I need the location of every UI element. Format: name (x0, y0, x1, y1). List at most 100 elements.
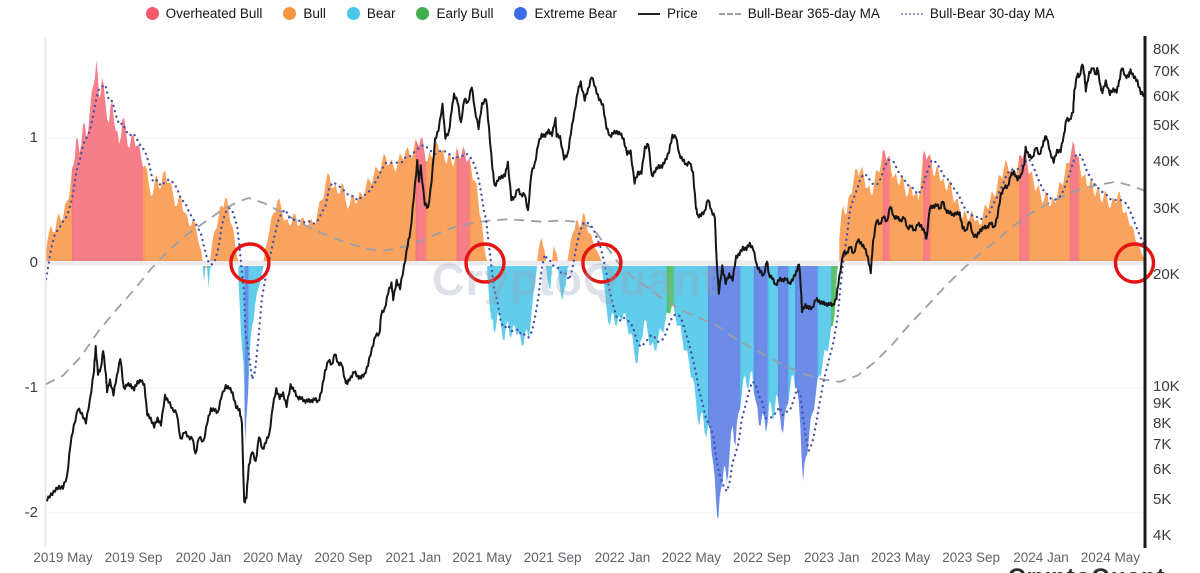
oscillator-area-b (546, 266, 554, 291)
oscillator-area-b (202, 266, 207, 282)
y-right-tick-30K: 30K (1153, 200, 1180, 218)
x-tick-2022-Jan: 2022 Jan (594, 550, 651, 565)
x-tick-2024-May: 2024 May (1080, 550, 1141, 565)
oscillator-area-b (558, 266, 570, 301)
legend-label: Bull-Bear 30-day MA (929, 6, 1055, 21)
oscillator-area-B (143, 165, 204, 261)
x-tick-2023-Jan: 2023 Jan (804, 550, 860, 565)
oscillator-area-O (456, 146, 472, 261)
oscillator-area-O (1019, 150, 1031, 261)
oscillator-area-B (839, 150, 885, 261)
oscillator-area-E (795, 266, 820, 482)
x-tick-2021-Jan: 2021 Jan (385, 550, 442, 565)
legend-line-icon (718, 12, 741, 15)
x-tick-2021-Sep: 2021 Sep (523, 550, 582, 565)
legend-item-bull[interactable]: Bull (283, 6, 326, 21)
y-left-tick-1: 1 (29, 129, 38, 146)
bottom-logo-text: CryptoQuant (1008, 563, 1200, 573)
oscillator-area-B (469, 158, 489, 261)
legend-label: Early Bull (436, 6, 494, 21)
x-tick-2023-May: 2023 May (870, 550, 931, 565)
oscillator-area-B (263, 139, 418, 261)
y-right-tick-7K: 7K (1153, 436, 1172, 454)
oscillator-area-b (767, 266, 780, 423)
oscillator-area-E (777, 266, 790, 433)
oscillator-area-b (207, 266, 212, 288)
x-tick-2019-Sep: 2019 Sep (104, 550, 163, 565)
oscillator-area-B (1078, 156, 1145, 261)
legend-item-overheated-bull[interactable]: Overheated Bull (145, 6, 263, 21)
y-right-tick-4K: 4K (1153, 526, 1172, 544)
y-right-tick-8K: 8K (1153, 414, 1172, 432)
series-group (31, 60, 1145, 520)
ma365-line (45, 180, 1145, 386)
oscillator-area-B (45, 165, 74, 261)
x-tick-2021-May: 2021 May (452, 550, 512, 565)
legend-label: Overheated Bull (165, 6, 263, 21)
legend-dot-icon (416, 7, 430, 20)
chart-legend: Overheated Bull Bull Bear Early Bull Extreme… (0, 6, 1200, 21)
oscillator-area-B (425, 141, 458, 261)
x-tick-2020-Sep: 2020 Sep (314, 550, 373, 565)
oscillator-area-E (708, 266, 742, 520)
zero-cross-circle (1113, 242, 1156, 284)
y-right-tick-80K: 80K (1153, 41, 1180, 59)
y-right-tick-10K: 10K (1153, 378, 1180, 396)
oscillator-area-b (238, 266, 246, 445)
y-right-tick-6K: 6K (1153, 461, 1172, 479)
oscillator-area-B (552, 245, 560, 261)
legend-dot-icon (145, 7, 159, 20)
legend-dot-icon (346, 7, 360, 20)
legend-item-extreme-bear[interactable]: Extreme Bear (514, 6, 617, 21)
price-line (45, 63, 1145, 504)
y-right-tick-5K: 5K (1153, 490, 1172, 508)
x-tick-2020-Jan: 2020 Jan (175, 550, 232, 565)
zero-cross-circle (464, 242, 506, 284)
y-left-tick-0: 0 (29, 254, 38, 271)
y-right-tick-50K: 50K (1153, 117, 1180, 135)
legend-label: Extreme Bear (534, 6, 618, 21)
y-right-tick-20K: 20K (1153, 265, 1180, 283)
oscillator-area-O (71, 60, 145, 261)
oscillator-area-B (929, 153, 1021, 261)
legend-item-price[interactable]: Price (638, 6, 698, 21)
oscillator-area-b (248, 266, 266, 392)
oscillator-area-b (740, 266, 756, 410)
oscillator-area-b (487, 266, 539, 346)
oscillator-area-B (210, 198, 240, 261)
legend-item-bear[interactable]: Bear (346, 6, 396, 21)
oscillator-area-B (537, 238, 548, 261)
legend-line-icon (900, 12, 923, 15)
oscillator-area-E (753, 266, 770, 433)
legend-item-early-bull[interactable]: Early Bull (416, 6, 493, 21)
oscillator-area-b (601, 266, 669, 363)
ma30-line (45, 83, 1145, 494)
y-right-tick-9K: 9K (1153, 395, 1172, 413)
oscillator-area-b (817, 266, 833, 379)
legend-dot-icon (283, 7, 297, 20)
y-right-tick-70K: 70K (1153, 62, 1180, 80)
x-tick-2023-Sep: 2023 Sep (942, 550, 1001, 565)
legend-label: Price (667, 6, 698, 21)
oscillator-area-O (882, 150, 891, 261)
oscillator-area-B (889, 150, 925, 261)
x-tick-2022-Sep: 2022 Sep (732, 550, 791, 565)
x-tick-2020-May: 2020 May (243, 550, 303, 565)
legend-label: Bull-Bear 365-day MA (747, 6, 880, 21)
y-right-tick-60K: 60K (1153, 87, 1180, 105)
legend-item-bull-bear-365-day-ma[interactable]: Bull-Bear 365-day MA (718, 6, 880, 21)
x-tick-2019-May: 2019 May (33, 550, 93, 565)
zero-line (45, 260, 1145, 266)
oscillator-area-b (31, 266, 47, 326)
x-tick-2022-May: 2022 May (661, 550, 721, 565)
legend-item-bull-bear-30-day-ma[interactable]: Bull-Bear 30-day MA (900, 6, 1055, 21)
bottom-logo-clipped: CryptoQuant (1008, 563, 1200, 573)
legend-label: Bear (366, 6, 396, 21)
oscillator-area-B (1028, 150, 1072, 261)
legend-label: Bull (303, 6, 326, 21)
oscillator-area-O (1069, 141, 1080, 261)
zero-cross-circle (229, 242, 271, 284)
